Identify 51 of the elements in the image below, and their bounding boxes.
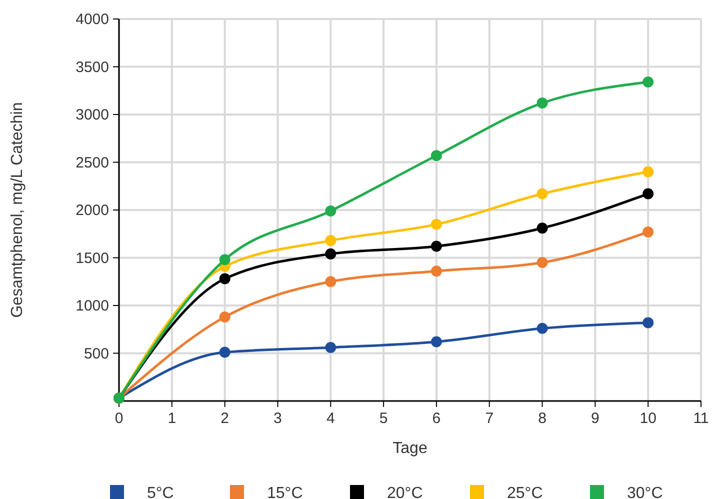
- legend-label: 15°C: [267, 485, 303, 499]
- point: [219, 273, 230, 284]
- point: [325, 248, 336, 260]
- point: [430, 266, 442, 277]
- x-tick-label: 0: [114, 410, 124, 427]
- y-tick-label: 1000: [76, 298, 109, 314]
- point: [325, 276, 336, 288]
- x-tick-label: 11: [693, 410, 709, 427]
- point: [642, 226, 654, 238]
- point: [430, 240, 442, 252]
- y-tick-label: 3000: [76, 106, 109, 124]
- point: [430, 150, 442, 162]
- point: [536, 257, 548, 268]
- point: [642, 166, 654, 178]
- x-tick-label: 7: [485, 410, 494, 427]
- legend-label: 30°C: [627, 485, 663, 499]
- point: [325, 235, 336, 246]
- point: [430, 218, 442, 230]
- legend-label: 20°C: [387, 485, 423, 499]
- x-tick-label: 10: [640, 410, 656, 427]
- point: [642, 76, 654, 88]
- point: [219, 346, 230, 358]
- x-tick-label: 4: [326, 410, 335, 427]
- point: [219, 254, 230, 266]
- x-axis-title: Tage: [392, 440, 428, 457]
- y-axis-title: Gesamtphenol, mg/L Catechin: [9, 102, 26, 318]
- point: [325, 205, 336, 216]
- x-tick-label: 2: [220, 410, 229, 427]
- y-tick-label: 1500: [76, 250, 109, 267]
- y-tick-label: 500: [84, 345, 109, 362]
- point: [219, 311, 230, 322]
- x-tick-label: 9: [591, 410, 600, 427]
- point: [642, 188, 654, 200]
- point: [536, 222, 548, 234]
- x-tick-label: 8: [538, 410, 546, 427]
- x-tick-label: 6: [432, 410, 441, 427]
- point: [642, 317, 654, 328]
- point: [536, 188, 548, 200]
- x-tick-label: 3: [274, 410, 282, 427]
- point: [536, 322, 548, 334]
- y-tick-label: 3500: [76, 58, 109, 76]
- point: [430, 336, 442, 348]
- y-tick-label: 2500: [76, 154, 109, 172]
- legend-label: 25°C: [507, 485, 543, 499]
- point: [536, 98, 548, 109]
- y-tick-label: 4000: [76, 11, 109, 28]
- x-tick-label: 5: [379, 410, 388, 427]
- point: [325, 342, 336, 354]
- legend-label: 5°C: [147, 485, 174, 499]
- x-tick-label: 1: [168, 410, 176, 427]
- y-tick-label: 2000: [76, 202, 109, 219]
